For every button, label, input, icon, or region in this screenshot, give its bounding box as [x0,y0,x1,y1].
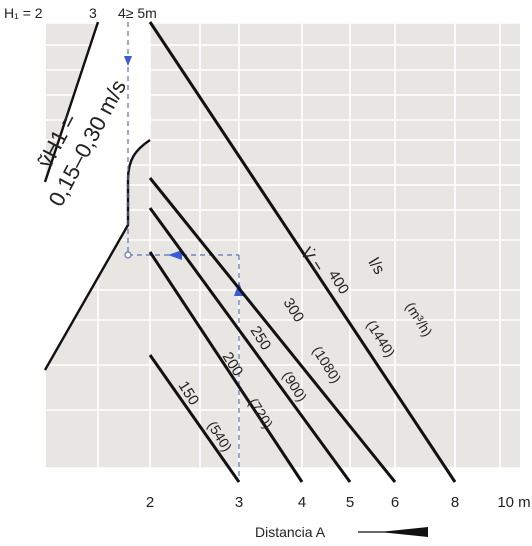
axis-arrow-icon [358,527,428,537]
x-tick-label: 8 [451,494,459,511]
series-line-400 [148,21,457,483]
top-label-3: 3 [89,5,97,21]
series-line-200 [148,251,304,483]
x-tick-label: 6 [391,494,399,511]
series-line-150 [148,354,241,483]
arrow-left-icon [168,250,182,260]
x-axis-label: Distancia A [255,524,326,540]
x-tick-label: 3 [235,494,243,511]
x-tick-label: 4 [298,494,306,511]
velocity-band [45,22,150,370]
series-line-250 [148,207,352,483]
series-lines [148,21,457,483]
x-ticks: 2 3 4 5 6 8 10 m [146,494,531,511]
arrow-down-icon [124,56,132,66]
guide-point-icon [124,251,132,259]
band-left-border [43,21,100,183]
x-tick-label: 5 [346,494,354,511]
series-line-300 [148,177,397,483]
top-label-4: 4≥ 5m [118,5,157,21]
flow-unit: l/s [365,255,388,278]
x-tick-label: 2 [146,494,154,511]
x-tick-label: 10 m [497,494,530,511]
top-label-h1: H₁ = 2 [4,5,43,21]
